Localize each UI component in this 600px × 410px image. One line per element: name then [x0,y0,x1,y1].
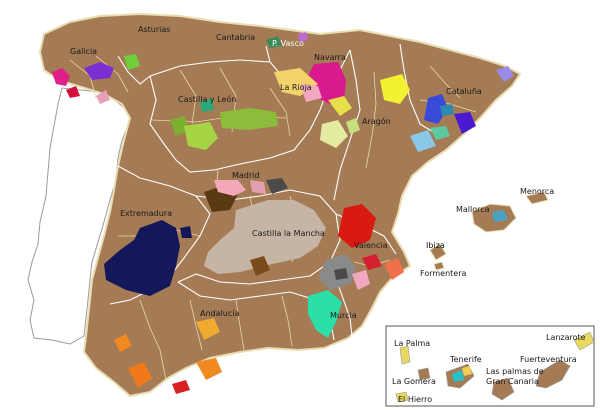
wine-region-valencia-orange [384,258,404,280]
wine-region-murcia-teal [308,290,342,338]
wine-region-extremadura-small [180,226,192,238]
wine-region-la-mancha [204,200,326,274]
label-madrid: Madrid [232,171,259,180]
label-el-hierro: El Hierro [398,395,432,404]
label-la-palma: La Palma [394,339,430,348]
map-labels: Asturias Cantabria P. Vasco Galicia Nava… [70,25,586,404]
wine-region-cyl-green3 [220,108,278,130]
island-mallorca-wine [492,210,508,222]
label-las-palmas: Las palmas de [486,367,544,376]
wine-region-pvasco-1 [266,36,282,48]
label-andalucia: Andalucía [200,309,239,318]
wine-region-galicia-red [66,86,80,98]
wine-region-cat-lilac [496,66,514,82]
wine-region-cat-teal [440,104,454,116]
label-mallorca: Mallorca [456,205,490,214]
wine-region-murcia-dgray [334,268,348,280]
island-formentera [433,261,445,271]
wine-region-madrid-pink [214,180,246,196]
wine-region-andalucia-orange4 [196,358,222,380]
wine-region-extremadura [104,220,180,296]
wine-region-galicia-magenta [52,68,70,86]
wine-region-la-mancha-brown [250,256,270,276]
balearic-islands [429,191,549,271]
label-cataluna: Cataluña [446,87,482,96]
wine-region-galicia-pink [96,90,110,104]
wine-regions [52,32,514,394]
label-la-rioja: La Rioja [280,83,312,92]
wine-region-madrid-dark [266,178,288,194]
island-tenerife-wine2 [462,366,472,376]
wine-region-valencia-red2 [362,254,382,270]
label-galicia: Galicia [70,47,97,56]
island-ibiza [429,243,447,261]
island-lanzarote [573,331,595,351]
label-lanzarote: Lanzarote [546,333,586,342]
wine-region-cat-yellow [380,74,410,104]
label-aragon: Aragón [362,116,391,126]
wine-region-pvasco-2 [298,32,308,42]
wine-region-galicia-green [124,54,140,70]
island-fuerteventura [535,359,571,389]
island-gran-canaria [491,377,515,401]
wine-region-murcia-pink [352,270,370,290]
wine-region-andalucia-orange1 [196,318,220,340]
wine-region-cat-green [430,126,450,140]
canary-inset-frame [385,325,595,407]
label-p-vasco: P. Vasco [272,39,304,48]
label-navarra: Navarra [314,53,346,62]
wine-region-cat-purple [454,112,476,134]
wine-region-aragon-green [346,118,360,134]
wine-region-cyl-green2 [184,122,218,150]
wine-region-madrid-rose [250,180,266,194]
label-extremadura: Extremadura [120,209,172,218]
label-asturias: Asturias [138,25,170,34]
wine-region-andalucia-orange2 [114,334,132,352]
wine-region-aragon-yellow2 [320,120,348,148]
island-la-palma [399,345,411,365]
wine-region-cyl-teal [200,98,214,112]
wine-region-valencia-red [338,204,376,248]
label-ibiza: Ibiza [426,241,445,250]
label-formentera: Formentera [420,269,466,278]
wine-region-aragon-yellow1 [328,96,352,116]
label-menorca: Menorca [520,187,554,196]
wine-region-galicia-purple [84,62,114,80]
label-valencia: Valencia [354,241,388,250]
wine-region-rioja-pink [300,84,322,102]
island-menorca [525,191,549,205]
wine-region-andalucia-red [172,380,190,394]
label-murcia: Murcia [330,311,357,320]
island-la-gomera [417,367,431,381]
wine-region-cat-blue1 [424,94,448,124]
label-la-gomera: La Gomera [392,377,436,386]
label-castilla-mancha: Castilla la Mancha [252,229,325,238]
wine-region-cat-cyan [410,130,436,152]
canary-islands-inset [385,325,595,407]
island-tenerife-wine1 [452,370,464,382]
label-castilla-leon: Castilla y León [178,94,236,104]
wine-region-andalucia-orange3 [128,362,152,388]
label-tenerife: Tenerife [449,355,482,364]
label-cantabria: Cantabria [216,33,255,42]
label-gran-canaria: Gran Canaria [486,377,539,386]
label-fuerteventura: Fuerteventura [520,355,577,364]
island-el-hierro [395,391,409,403]
